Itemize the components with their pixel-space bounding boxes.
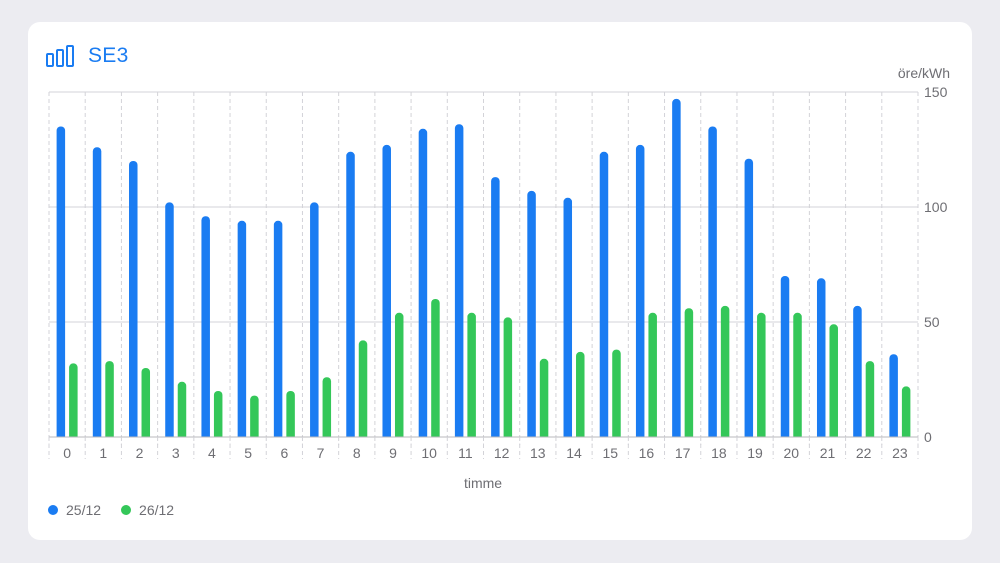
bar-series-b	[358, 340, 368, 441]
legend-swatch-series-b	[121, 505, 132, 515]
bar-series-a	[599, 151, 609, 442]
bar-series-a	[708, 126, 717, 441]
bar-series-b	[829, 324, 838, 441]
bar-series-a	[454, 124, 464, 441]
x-tick-label: 8	[353, 445, 361, 461]
bar-series-b	[539, 358, 549, 441]
bar-series-b	[322, 377, 332, 441]
x-tick-label: 21	[820, 445, 836, 461]
x-tick-label: 19	[747, 445, 763, 461]
x-tick-label: 6	[280, 445, 288, 461]
bar-series-a	[382, 144, 391, 441]
legend-item-series-b[interactable]: 26/12	[121, 502, 174, 518]
x-axis-label: timme	[464, 475, 502, 491]
bar-series-b	[720, 305, 730, 441]
legend-item-series-a[interactable]: 25/12	[48, 502, 101, 518]
x-tick-label: 14	[566, 445, 582, 461]
x-tick-label: 9	[389, 445, 397, 461]
bar-series-b	[648, 312, 657, 441]
bar-series-b	[901, 386, 911, 441]
chart-title: SE3	[88, 44, 129, 67]
bar-series-a	[201, 216, 210, 441]
bar-series-a	[129, 161, 138, 441]
bar-series-a	[273, 220, 283, 441]
bar-series-a	[56, 126, 66, 441]
y-axis-label: öre/kWh	[898, 65, 950, 81]
legend-label-series-b: 26/12	[139, 502, 175, 518]
bar-series-b	[105, 361, 114, 441]
x-tick-label: 23	[892, 445, 908, 461]
x-tick-label: 11	[458, 445, 473, 461]
legend: 25/12 26/12	[48, 502, 194, 518]
legend-label-series-a: 25/12	[66, 502, 102, 518]
y-tick-label: 0	[924, 429, 932, 445]
bar-series-a	[889, 354, 898, 441]
bar-series-a	[563, 197, 573, 441]
bar-series-a	[165, 202, 174, 441]
x-tick-label: 22	[856, 445, 872, 461]
bar-series-b	[141, 368, 151, 441]
bar-series-a	[672, 98, 681, 442]
legend-swatch-series-a	[48, 505, 58, 515]
bar-series-a	[816, 278, 826, 441]
chart-card: SE3 0 50 100 150 öre/kWh 0 1 2 3 4 5 6 7 8 9 10 11 12 13 14…	[28, 22, 972, 540]
x-tick-label: 20	[783, 445, 799, 461]
y-tick-label: 100	[924, 199, 948, 215]
bar-series-b	[467, 312, 476, 441]
bar-series-a	[527, 190, 536, 441]
bar-series-b	[250, 395, 259, 441]
x-tick-label: 17	[675, 445, 691, 461]
x-tick-label: 0	[63, 445, 71, 461]
x-tick-label: 13	[530, 445, 546, 461]
bar-series-b	[865, 361, 875, 441]
x-tick-label: 1	[99, 445, 107, 461]
bar-series-a	[491, 177, 500, 441]
x-tick-label: 18	[711, 445, 727, 461]
x-tick-label: 4	[208, 445, 216, 461]
x-tick-label: 5	[244, 445, 252, 461]
bar-series-a	[346, 151, 355, 442]
bar-series-b	[177, 381, 187, 441]
bar-series-b	[394, 312, 404, 441]
x-tick-label: 7	[317, 445, 325, 461]
bar-chart-icon	[46, 45, 74, 67]
x-tick-label: 12	[494, 445, 510, 461]
x-tick-label: 15	[602, 445, 618, 461]
bar-series-a	[780, 276, 790, 441]
bar-series-a	[744, 158, 754, 441]
bar-series-a	[635, 144, 645, 441]
x-tick-label: 16	[639, 445, 655, 461]
x-tick-label: 3	[172, 445, 180, 461]
chart-header: SE3	[46, 44, 129, 68]
bar-series-b	[286, 391, 295, 441]
bar-series-a	[310, 202, 319, 441]
bar-series-b	[793, 312, 802, 441]
bar-series-b	[213, 391, 223, 441]
bar-series-b	[431, 299, 440, 441]
bar-series-a	[418, 128, 428, 442]
bar-series-a	[237, 220, 247, 441]
bar-series-b	[684, 308, 694, 441]
bar-series-b	[69, 363, 78, 441]
y-tick-label: 50	[924, 314, 940, 330]
bar-series-b	[612, 349, 621, 441]
bar-series-b	[757, 312, 766, 441]
x-tick-label: 2	[136, 445, 144, 461]
bar-series-b	[503, 317, 513, 441]
bar-series-b	[576, 351, 585, 441]
x-tick-label: 10	[421, 445, 437, 461]
y-tick-label: 150	[924, 84, 948, 100]
bar-series-a	[853, 305, 862, 441]
bar-series-a	[92, 147, 102, 441]
